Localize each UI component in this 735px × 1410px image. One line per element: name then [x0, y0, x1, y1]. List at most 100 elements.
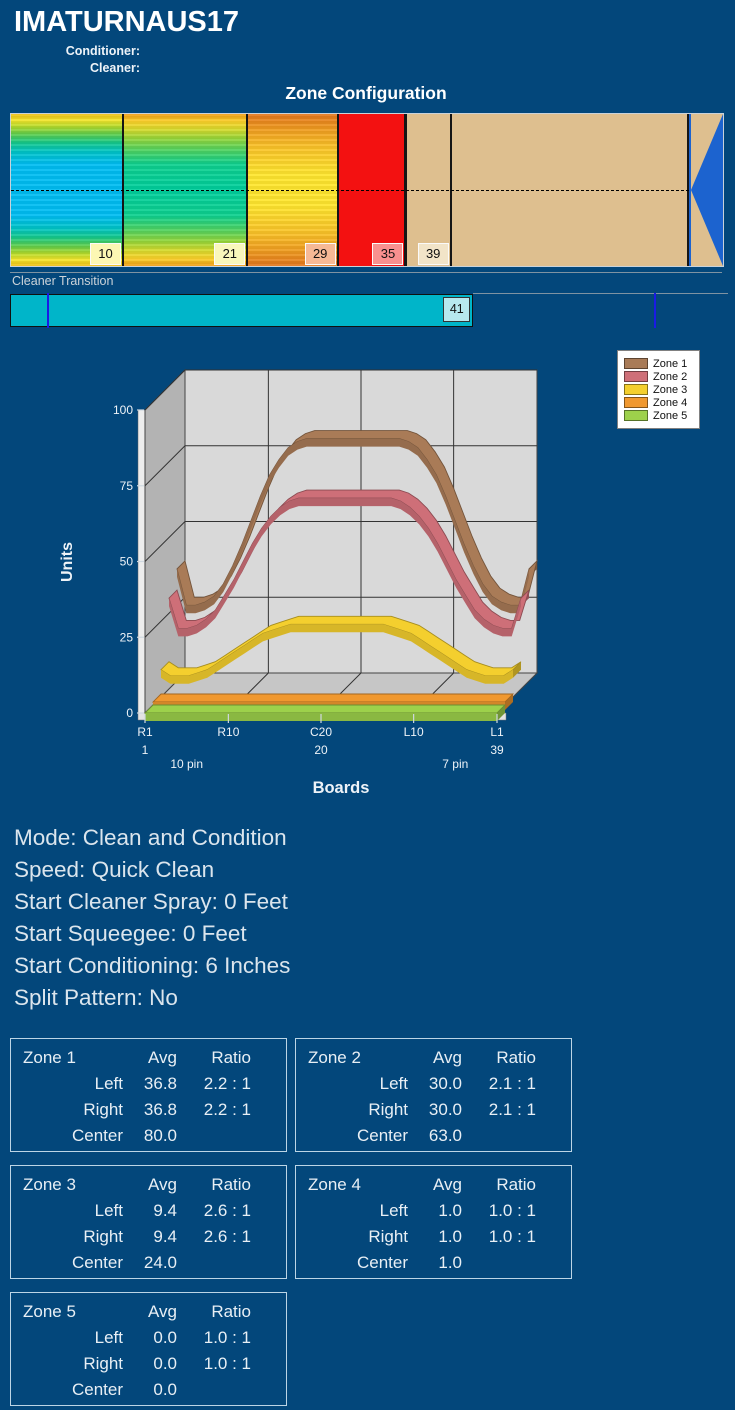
svg-text:L1: L1 — [490, 725, 504, 739]
table-cell: 1.0 : 1 — [488, 1227, 536, 1246]
table-cell: 2.6 : 1 — [203, 1201, 251, 1220]
segment-end-board-label: 35 — [372, 243, 404, 265]
svg-text:Boards: Boards — [313, 779, 370, 797]
svg-text:100: 100 — [113, 403, 133, 417]
table-cell: Left — [379, 1201, 408, 1220]
header-sublabels: Conditioner: Cleaner: — [0, 43, 140, 77]
legend-swatch-icon — [624, 371, 648, 382]
svg-text:50: 50 — [120, 555, 134, 569]
legend-item: Zone 2 — [624, 370, 695, 383]
table-cell: Left — [94, 1074, 123, 1093]
table-cell: 2.2 : 1 — [203, 1074, 251, 1093]
setting-line: Speed: Quick Clean — [14, 857, 215, 882]
table-cell: 1.0 — [438, 1253, 462, 1272]
chart-legend: Zone 1 Zone 2 Zone 3 Zone 4 Zone 5 — [617, 350, 700, 429]
table-cell: Avg — [148, 1302, 177, 1321]
table-cell: Ratio — [211, 1175, 251, 1194]
table-cell: Left — [94, 1201, 123, 1220]
table-cell: 9.4 — [153, 1201, 177, 1220]
table-cell: 63.0 — [428, 1126, 462, 1145]
table-cell: 1.0 : 1 — [203, 1328, 251, 1347]
table-cell: Avg — [433, 1048, 462, 1067]
table-cell: 30.0 — [428, 1100, 462, 1119]
table-cell — [468, 1250, 550, 1276]
table-cell: 1.0 — [438, 1201, 462, 1220]
table-cell — [183, 1250, 265, 1276]
svg-text:25: 25 — [120, 630, 134, 644]
zone-stats-table: Zone 5 Avg Ratio Left 0.0 1.0 : 1 Right 0.0 1.0 … — [10, 1292, 287, 1406]
table-cell: Right — [83, 1100, 123, 1119]
table-cell: Ratio — [211, 1302, 251, 1321]
table-cell: 9.4 — [153, 1227, 177, 1246]
table-cell: Ratio — [496, 1048, 536, 1067]
settings-text-block: Mode: Clean and Condition Speed: Quick Cl… — [14, 822, 290, 1014]
setting-line: Start Squeegee: 0 Feet — [14, 921, 247, 946]
zone-stats-tables: Zone 1 Avg Ratio Left 36.8 2.2 : 1 Right 36.8 2.… — [10, 1038, 572, 1406]
svg-text:Units: Units — [59, 542, 76, 582]
table-cell: Zone 1 — [23, 1048, 76, 1067]
svg-text:R10: R10 — [217, 725, 239, 739]
svg-text:10 pin: 10 pin — [170, 757, 203, 771]
table-cell: Zone 3 — [23, 1175, 76, 1194]
direction-arrow-zone — [691, 114, 723, 266]
cleaner-transition-label: Cleaner Transition — [12, 274, 114, 288]
setting-line: Start Conditioning: 6 Inches — [14, 953, 291, 978]
table-cell: Zone 2 — [308, 1048, 361, 1067]
transition-tick-marker[interactable] — [654, 293, 657, 328]
table-cell — [468, 1123, 550, 1149]
boards-units-3d-chart: 0 25 50 75 100 R1 1 R10 C20 20 L10 L1 39 10 pin 7 pin U… — [59, 368, 539, 797]
cleaner-track-line — [473, 293, 728, 294]
setting-line: Mode: Clean and Condition — [14, 825, 287, 850]
legend-item: Zone 4 — [624, 397, 695, 409]
table-cell: 36.8 — [143, 1100, 177, 1119]
legend-swatch-icon — [624, 410, 648, 421]
table-cell: Center — [71, 1253, 123, 1272]
left-arrow-icon — [691, 114, 723, 266]
table-cell: 30.0 — [428, 1074, 462, 1093]
table-cell: 24.0 — [143, 1253, 177, 1272]
table-cell: 2.1 : 1 — [488, 1074, 536, 1093]
zone-stats-table: Zone 2 Avg Ratio Left 30.0 2.1 : 1 Right 30.0 2.… — [295, 1038, 572, 1152]
svg-text:L10: L10 — [404, 725, 424, 739]
table-cell: 1.0 — [438, 1227, 462, 1246]
table-cell: Center — [71, 1126, 123, 1145]
legend-item: Zone 3 — [624, 383, 695, 396]
legend-swatch-icon — [624, 397, 648, 408]
table-cell: Center — [356, 1253, 408, 1272]
svg-text:0: 0 — [126, 706, 133, 720]
legend-label: Zone 3 — [653, 383, 688, 396]
svg-text:7 pin: 7 pin — [442, 757, 468, 771]
table-cell: Zone 4 — [308, 1175, 361, 1194]
legend-item: Zone 5 — [624, 409, 695, 422]
table-cell: Right — [83, 1227, 123, 1246]
transition-tick-marker[interactable] — [47, 293, 50, 328]
cleaner-transition-fill: 41 — [10, 294, 474, 327]
cleaner-label: Cleaner: — [89, 61, 140, 75]
zone-configuration-bar[interactable]: 10 21 29 35 39 — [10, 113, 724, 267]
legend-swatch-icon — [624, 358, 648, 369]
table-cell: 2.6 : 1 — [203, 1227, 251, 1246]
zone-stats-table: Zone 3 Avg Ratio Left 9.4 2.6 : 1 Right 9.4 2.6 … — [10, 1165, 287, 1279]
cleaner-transition-track[interactable]: 41 — [10, 293, 722, 328]
table-cell: 1.0 : 1 — [203, 1354, 251, 1373]
table-cell: 2.1 : 1 — [488, 1100, 536, 1119]
svg-text:1: 1 — [142, 743, 149, 757]
segment-end-board-label: 21 — [214, 243, 246, 265]
table-cell: Zone 5 — [23, 1302, 76, 1321]
zone-stats-table: Zone 4 Avg Ratio Left 1.0 1.0 : 1 Right 1.0 1.0 … — [295, 1165, 572, 1279]
setting-line: Start Cleaner Spray: 0 Feet — [14, 889, 288, 914]
table-cell: 36.8 — [143, 1074, 177, 1093]
legend-swatch-icon — [624, 384, 648, 395]
table-cell: Avg — [433, 1175, 462, 1194]
table-cell: Ratio — [211, 1048, 251, 1067]
center-dashed-line — [11, 190, 689, 191]
cleaner-transition-value: 41 — [443, 297, 471, 322]
legend-label: Zone 5 — [653, 409, 688, 422]
legend-label: Zone 1 — [653, 357, 688, 370]
segment-end-board-label: 29 — [304, 243, 336, 265]
svg-text:75: 75 — [120, 479, 134, 493]
legend-label: Zone 2 — [653, 370, 688, 383]
segment-end-board-label: 10 — [90, 243, 121, 265]
table-cell: Center — [356, 1126, 408, 1145]
